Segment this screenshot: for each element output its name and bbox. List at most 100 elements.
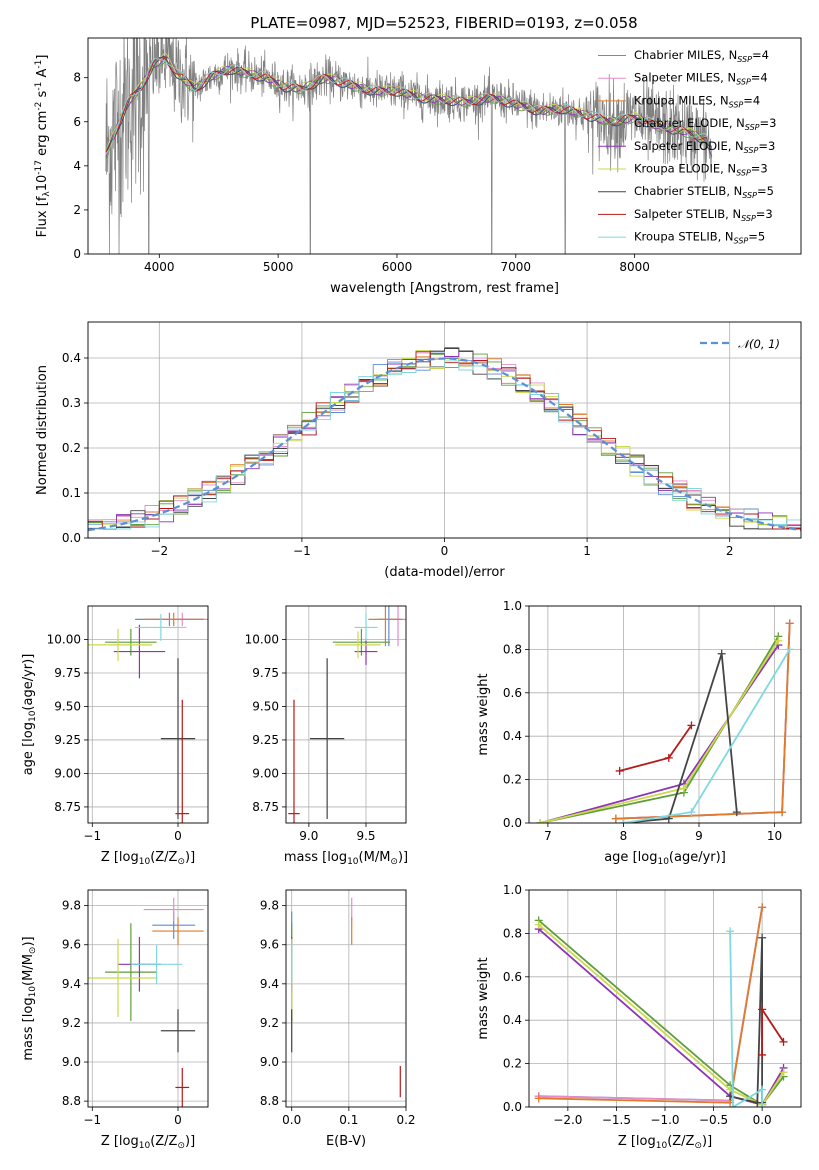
series-line [538,907,763,1102]
series-marker [758,1085,767,1094]
errorbar-point-7 [175,699,190,823]
x-axis-label: age [log10​(age/yr)] [604,850,726,867]
chart-spectrum: 4000 5000 6000 7000 8000 0 2 4 6 8 wavelength [Ang… [34,37,802,296]
plot-area [105,38,713,254]
errorbar-point-2 [152,917,204,945]
y-tick-label: 1.0 [503,599,522,613]
series-marker [785,645,794,654]
series-line [540,644,780,823]
series-line [623,653,738,823]
x-axis-label: Z [log10​(Z/Z⊙​)] [101,1134,195,1151]
y-tick-label: 9.75 [54,666,81,680]
plot-area [88,897,204,1107]
y-tick-label: 9.8 [62,899,81,913]
y-tick-label: 0.2 [503,773,522,787]
x-tick-label: 8 [620,829,628,843]
y-tick-label: 9.4 [260,977,279,991]
errorbar-point-6 [160,658,196,819]
series-line [615,623,791,820]
x-tick-label: 0.0 [282,1113,301,1127]
errorbar-point-7 [175,1067,190,1107]
y-tick-label: 0.0 [503,816,522,830]
series-marker [758,1103,767,1107]
chart-mass_vs_Z: −1 0 8.8 9.0 9.2 9.4 9.6 9.8 Z [log10​(Z/Z⊙​)] ma… [21,889,209,1151]
histogram-8 [88,360,801,530]
axes-frame [528,889,802,1108]
legend-label-8: Kroupa STELIB, NSSP=5 [634,230,765,246]
x-axis-label: wavelength [Angstrom, rest frame] [330,281,559,296]
legend-label-6: Chabrier STELIB, NSSP=5 [634,184,774,200]
y-tick-label: 0.0 [503,1100,522,1114]
errorbar-point-6 [160,1009,196,1053]
y-tick-label: 4 [73,159,81,173]
chart-massweight_vs_Z: −2.0 −1.5 −1.0 −0.5 0.0 0.0 0.2 0.4 0.6 0.8 1.0 Z [… [476,883,802,1151]
x-tick-label: −1 [83,1113,101,1127]
series-marker [758,1050,767,1059]
chart-age_vs_mass: 9.0 9.5 8.75 9.00 9.25 9.50 9.75 10.00 mass [log… [245,605,408,867]
chart-age_vs_Z: −1 0 8.75 9.00 9.25 9.50 9.75 10.00 Z [log10​(Z/… [21,605,209,867]
y-tick-label: 0.2 [503,1057,522,1071]
series-6 [619,649,741,823]
series-8 [726,927,767,1107]
y-tick-label: 0.8 [503,926,522,940]
plot-area [88,347,801,532]
series-7 [615,721,696,775]
x-tick-label: −1.0 [650,1113,679,1127]
series-marker [536,819,545,823]
series-marker [758,933,767,942]
x-tick-label: 7 [544,829,552,843]
x-tick-label: 1 [583,544,591,558]
y-tick-label: 9.75 [252,666,279,680]
y-tick-label: 9.25 [252,733,279,747]
y-tick-label: 0.1 [62,486,81,500]
errorbar-point-5 [88,628,153,661]
series-line [619,724,693,772]
series-line [538,919,785,1106]
errorbar-point-1 [143,897,204,922]
x-tick-label: −1.5 [602,1113,631,1127]
y-tick-label: 0.3 [62,396,81,410]
series-4 [534,925,788,1107]
x-tick-label: −1 [83,829,101,843]
x-tick-label: 6000 [382,260,413,274]
x-axis-label: Z [log10​(Z/Z⊙​)] [101,850,195,867]
y-tick-label: 9.50 [252,699,279,713]
x-tick-label: 5000 [263,260,294,274]
series-line [538,907,763,1102]
x-tick-label: 0.2 [396,1113,415,1127]
series-line [538,924,785,1106]
series-marker [726,927,735,936]
y-axis-label: Flux [fλ​10-17​ erg cm-2​ s-1​ A-1​] [34,55,52,238]
x-axis-label: mass [log10​(M/M⊙​)] [284,850,408,867]
legend-label-2: Kroupa MILES, NSSP=4 [634,93,760,109]
axes-frame [528,605,802,824]
series-marker [779,1068,788,1077]
series-4 [536,641,783,823]
normal-curve [88,357,801,532]
errorbar-point-2 [143,612,204,627]
series-marker [534,920,543,929]
series-marker [615,766,624,775]
y-tick-label: 8.8 [260,1094,279,1108]
y-axis-label: Normed distribution [35,365,50,495]
x-tick-label: 0 [174,829,182,843]
y-tick-label: 0 [73,247,81,261]
x-tick-label: 0 [441,544,449,558]
errorbar-point-8 [135,614,187,641]
chart-mass_vs_ebv: 0.0 0.1 0.2 8.8 9.0 9.2 9.4 9.6 9.8 E(B-V) [260,889,416,1149]
chart-massweight_vs_age: 7 8 9 10 0.0 0.2 0.4 0.6 0.8 1.0 age [log10​(age/y… [476,599,802,867]
y-tick-label: 10.00 [245,632,279,646]
y-tick-label: 0.4 [503,729,522,743]
series-marker [778,808,787,817]
x-tick-label: −2 [150,544,168,558]
x-tick-label: 8000 [619,260,650,274]
legend-label-4: Salpeter ELODIE, NSSP=3 [634,139,775,155]
histogram-6 [88,348,801,530]
axes-frame [87,37,802,255]
y-tick-label: 9.50 [54,699,81,713]
legend-label-1: Salpeter MILES, NSSP=4 [634,71,768,87]
y-axis-label: mass weight [476,673,491,755]
series-marker [611,814,620,823]
y-tick-label: 9.6 [260,938,279,952]
